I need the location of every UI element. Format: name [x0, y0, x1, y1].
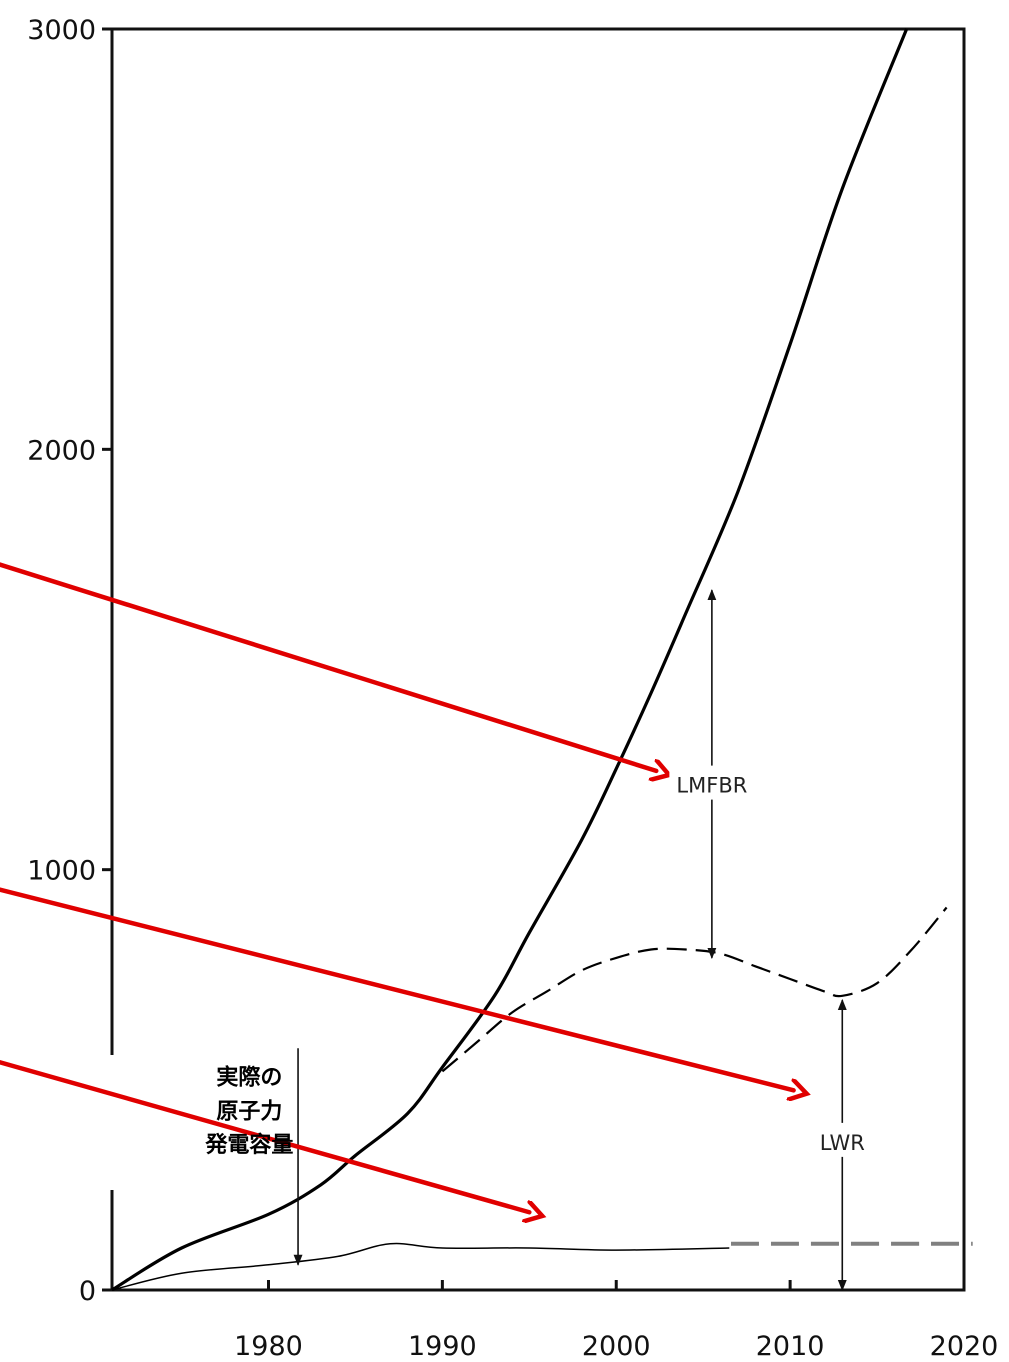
label-background	[110, 1055, 288, 1190]
series-line-1	[111, 28, 909, 1292]
annotation-arrows	[293, 589, 847, 1292]
x-tick-label: 2020	[930, 1331, 999, 1362]
y-axis: 0 1000 2000 3000	[27, 15, 112, 1307]
red-arrow-3	[0, 1060, 529, 1212]
red-arrow-2	[0, 887, 794, 1091]
series-line-2	[441, 906, 948, 1073]
annotation-label-lmfbr: LMFBR	[676, 774, 747, 798]
x-tick-label: 2010	[756, 1331, 825, 1362]
series-line-3	[111, 1242, 730, 1291]
x-tick-label: 1990	[408, 1331, 477, 1362]
x-tick-label: 1980	[234, 1331, 303, 1362]
annotation-label-lwr: LWR	[820, 1131, 865, 1155]
series-layer	[111, 28, 973, 1292]
red-arrow-1	[0, 562, 656, 771]
annotation-label-jp: 原子力	[216, 1099, 282, 1124]
y-tick-label: 2000	[27, 435, 96, 466]
y-tick-label: 1000	[27, 856, 96, 887]
annotation-label-jp: 実際の	[216, 1065, 282, 1091]
plot-frame	[110, 27, 966, 1292]
x-axis: 1980 1990 2000 2010 2020	[234, 1280, 998, 1362]
annotation-label-jp: 発電容量	[204, 1132, 293, 1158]
x-tick-label: 2000	[582, 1331, 651, 1362]
y-tick-label: 3000	[27, 15, 96, 46]
label-backing	[669, 765, 755, 800]
y-tick-label: 0	[79, 1276, 96, 1307]
label-backing	[814, 1122, 870, 1157]
red-arrows	[0, 562, 794, 1213]
